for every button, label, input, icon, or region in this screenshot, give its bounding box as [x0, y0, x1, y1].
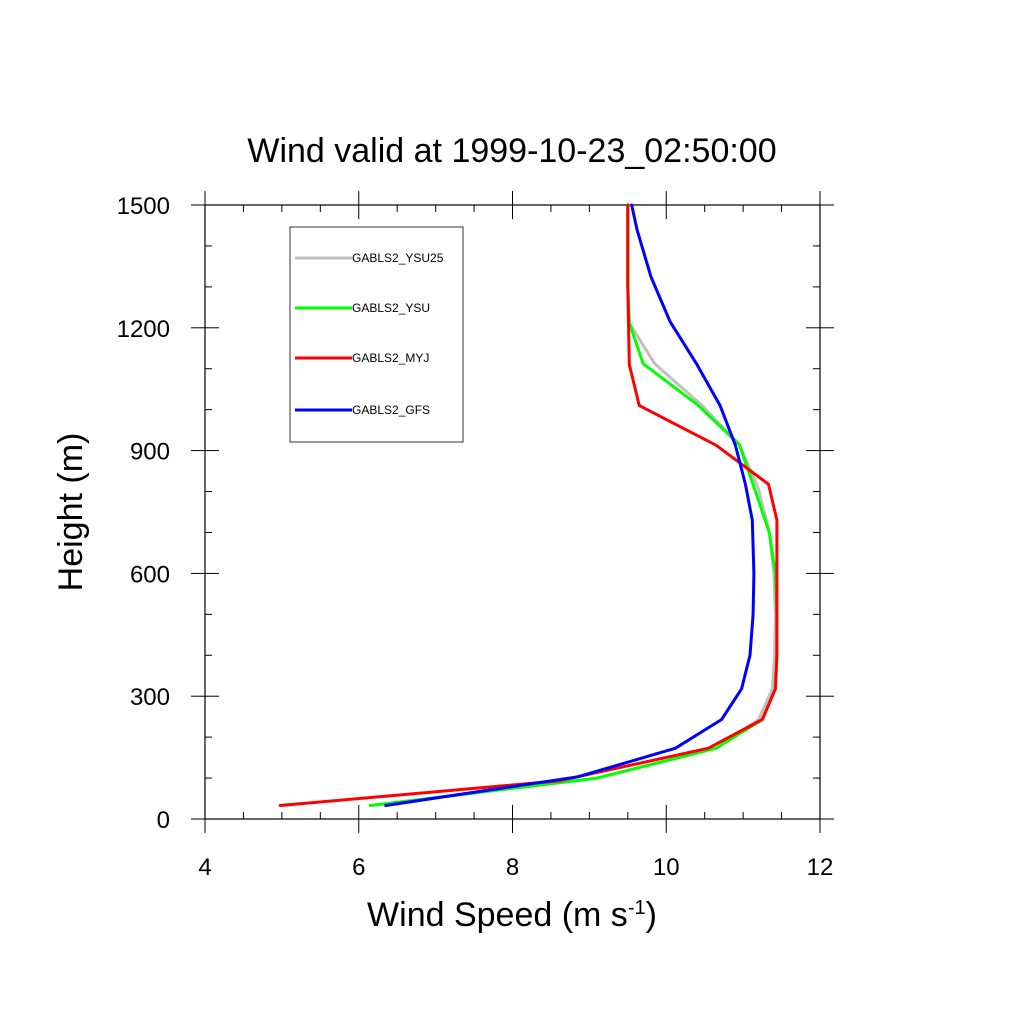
y-tick-label: 1500 — [117, 193, 170, 220]
x-tick-label: 10 — [653, 854, 680, 881]
y-axis-title: Height (m) — [52, 433, 90, 592]
y-tick-label: 0 — [157, 807, 170, 834]
legend-box — [289, 226, 464, 443]
x-tick-label: 12 — [807, 854, 834, 881]
x-tick-label: 6 — [352, 854, 365, 881]
plot-border — [204, 204, 821, 820]
legend-label: GABLS2_MYJ — [352, 351, 429, 365]
x-axis-title: Wind Speed (m s-1) — [367, 896, 657, 934]
x-tick-label: 8 — [506, 854, 519, 881]
y-tick-label: 900 — [130, 439, 170, 466]
series-line-gabls2-myj — [278, 203, 779, 807]
legend: GABLS2_YSU25 GABLS2_YSU GABLS2_MYJ GABLS2_G… — [289, 226, 464, 443]
legend-label: GABLS2_GFS — [352, 403, 430, 417]
series-lines — [278, 203, 779, 807]
y-tick-label: 1200 — [117, 316, 170, 343]
legend-label: GABLS2_YSU — [352, 301, 430, 315]
y-tick-label: 600 — [130, 561, 170, 588]
series-line-gabls2-ysu25 — [368, 203, 777, 807]
axis-ticks — [191, 191, 834, 833]
tick-labels: 4 6 8 10 12 0 300 600 900 1200 1500 — [117, 193, 834, 881]
y-tick-label: 300 — [130, 684, 170, 711]
plot-frame — [204, 204, 821, 820]
chart-title: Wind valid at 1999-10-23_02:50:00 — [247, 132, 776, 170]
series-line-gabls2-ysu — [368, 203, 779, 807]
series-line-gabls2-gfs — [384, 203, 756, 807]
legend-label: GABLS2_YSU25 — [352, 251, 444, 265]
legend-entries: GABLS2_YSU25 GABLS2_YSU GABLS2_MYJ GABLS2_G… — [295, 251, 444, 417]
x-tick-label: 4 — [198, 854, 211, 881]
